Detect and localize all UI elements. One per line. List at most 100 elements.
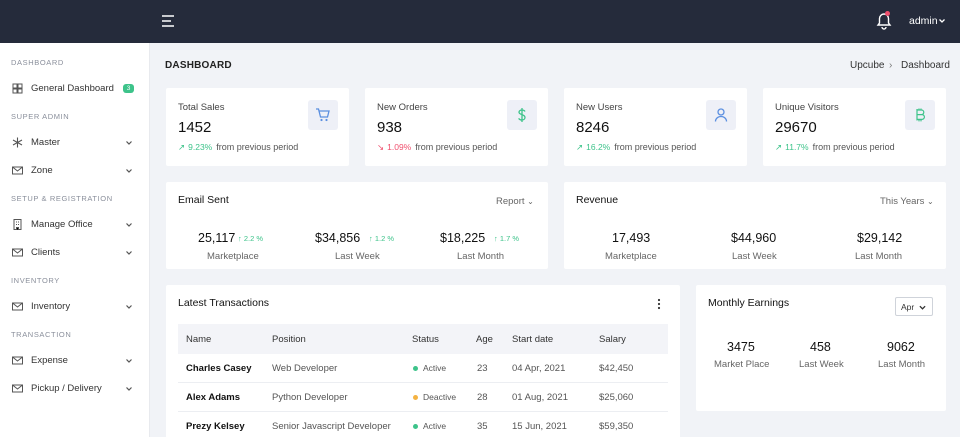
month-select[interactable]: Apr: [895, 297, 933, 316]
sidebar-item-pickup-delivery[interactable]: Pickup / Delivery: [0, 378, 150, 400]
user-menu[interactable]: admin: [909, 15, 938, 27]
bitcoin-icon: [905, 100, 935, 130]
mail-icon: [12, 384, 23, 393]
stat-change-note: from previous period: [812, 142, 895, 152]
sidebar-item-manage-office[interactable]: Manage Office: [0, 214, 150, 236]
metric-label: Marketplace: [207, 251, 259, 262]
chevron-down-icon[interactable]: [938, 17, 946, 25]
sidebar-section-dashboard: DASHBOARD: [11, 58, 64, 67]
page-title: DASHBOARD: [165, 60, 232, 71]
sidebar-item-label: Clients: [31, 247, 61, 258]
sidebar-item-label: Master: [31, 137, 61, 148]
dropdown-label: Report: [496, 196, 525, 207]
chevron-down-icon: [126, 305, 132, 309]
email-sent-card: Email Sent Report ⌄ 25,117 ↑ 2.2 % Marke…: [166, 182, 548, 269]
sidebar-item-clients[interactable]: Clients: [0, 242, 150, 264]
chevron-down-icon: [126, 251, 132, 255]
cell-age: 23: [477, 363, 488, 374]
metric-value: 458: [810, 340, 831, 354]
stat-change-value: 16.2%: [586, 142, 611, 152]
metric-label: Last Week: [335, 251, 380, 262]
table-row[interactable]: Prezy Kelsey Senior Javascript Developer…: [178, 412, 668, 437]
dollar-icon: [507, 100, 537, 130]
stat-change: ↗ 9.23% from previous period: [178, 142, 298, 153]
metric-change-value: 2.2 %: [243, 234, 264, 243]
user-icon: [706, 100, 736, 130]
more-vertical-icon[interactable]: [656, 298, 662, 310]
stat-value: 1452: [178, 119, 212, 136]
metric-value: 3475: [727, 340, 755, 354]
cell-salary: $25,060: [599, 392, 634, 403]
column-header: Position: [272, 334, 306, 345]
stat-change-value: 9.23%: [188, 142, 213, 152]
topbar: admin: [0, 0, 960, 43]
card-title: Revenue: [576, 194, 619, 206]
sidebar-item-label: Expense: [31, 355, 68, 366]
metric-change: ↑ 2.2 %: [238, 234, 263, 243]
cell-status: Deactive: [423, 392, 457, 402]
cell-position: Web Developer: [272, 363, 338, 374]
stat-value: 29670: [775, 119, 817, 136]
stat-value: 8246: [576, 119, 610, 136]
cell-start-date: 04 Apr, 2021: [512, 363, 566, 374]
sidebar-item-expense[interactable]: Expense: [0, 350, 150, 372]
arrow-up-icon: ↑: [238, 234, 242, 243]
cell-age: 35: [477, 421, 488, 432]
sidebar-item-label: Zone: [31, 165, 53, 176]
sidebar-section-inventory: INVENTORY: [11, 276, 60, 285]
cell-position: Python Developer: [272, 392, 348, 403]
sidebar-item-label: Pickup / Delivery: [31, 383, 102, 394]
hamburger-menu-icon[interactable]: [160, 13, 176, 29]
chevron-down-icon: ⌄: [927, 197, 934, 206]
stat-change-note: from previous period: [614, 142, 697, 152]
arrow-down-right-icon: ↘: [377, 142, 385, 152]
stat-change: ↘ 1.09% from previous period: [377, 142, 497, 153]
cell-age: 28: [477, 392, 488, 403]
stat-change-note: from previous period: [216, 142, 299, 152]
table-row[interactable]: Charles Casey Web Developer Active 23 04…: [178, 354, 668, 383]
stat-change: ↗ 11.7% from previous period: [775, 142, 895, 153]
stat-title: New Orders: [377, 102, 428, 113]
mail-icon: [12, 302, 23, 311]
cell-salary: $59,350: [599, 421, 634, 432]
count-badge: 3: [123, 84, 134, 93]
stat-card-total-sales: Total Sales 1452 ↗ 9.23% from previous per…: [166, 88, 349, 166]
report-dropdown[interactable]: Report ⌄: [496, 196, 534, 207]
metric-change: ↑ 1.7 %: [494, 234, 519, 243]
metric-value: 9062: [887, 340, 915, 354]
chevron-down-icon: [919, 305, 926, 310]
dropdown-label: This Years: [880, 196, 925, 207]
chevron-down-icon: [126, 223, 132, 227]
sidebar-item-label: General Dashboard: [31, 83, 114, 94]
sidebar-item-label: Inventory: [31, 301, 71, 312]
cell-status: Active: [423, 421, 447, 431]
sidebar-item-general-dashboard[interactable]: General Dashboard 3: [0, 78, 150, 100]
metric-label: Last Month: [855, 251, 902, 262]
sidebar-item-inventory[interactable]: Inventory: [0, 296, 150, 318]
column-header: Age: [476, 334, 493, 345]
stat-card-unique-visitors: Unique Visitors 29670 ↗ 11.7% from previou…: [763, 88, 946, 166]
table-row[interactable]: Alex Adams Python Developer Deactive 28 …: [178, 383, 668, 412]
chevron-down-icon: [126, 359, 132, 363]
arrow-up-icon: ↑: [369, 234, 373, 243]
sidebar-item-zone[interactable]: Zone: [0, 160, 150, 182]
period-dropdown[interactable]: This Years ⌄: [880, 196, 934, 207]
revenue-card: Revenue This Years ⌄ 17,493 Marketplace …: [564, 182, 946, 269]
chevron-down-icon: [126, 387, 132, 391]
stat-change-note: from previous period: [415, 142, 498, 152]
cell-status: Active: [423, 363, 447, 373]
card-title: Email Sent: [178, 194, 229, 206]
stat-card-new-users: New Users 8246 ↗ 16.2% from previous perio…: [564, 88, 747, 166]
metric-value: $44,960: [731, 231, 777, 245]
sidebar-item-master[interactable]: Master: [0, 132, 150, 154]
stat-title: New Users: [576, 102, 623, 113]
breadcrumb-home[interactable]: Upcube: [850, 60, 885, 71]
stat-card-new-orders: New Orders 938 ↘ 1.09% from previous perio…: [365, 88, 548, 166]
arrow-up-icon: ↑: [494, 234, 498, 243]
sidebar-section-setup-registration: SETUP & REGISTRATION: [11, 194, 113, 203]
metric-change: ↑ 1.2 %: [369, 234, 394, 243]
mail-icon: [12, 356, 23, 365]
sidebar-section-transaction: TRANSACTION: [11, 330, 72, 339]
snowflake-icon: [12, 137, 23, 148]
table-header: Name Position Status Age Start date Sala…: [178, 324, 668, 354]
